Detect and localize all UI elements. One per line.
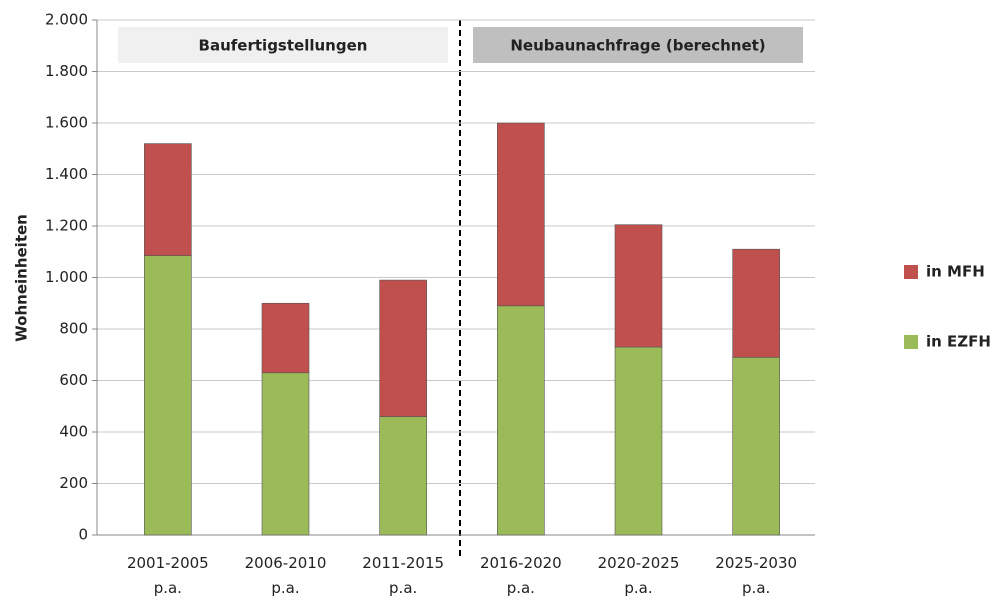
y-axis-label: Wohneinheiten bbox=[13, 214, 31, 342]
legend-label: in MFH bbox=[926, 263, 985, 281]
bar-segment bbox=[261, 372, 310, 536]
annotation-box bbox=[473, 27, 803, 63]
y-tick-label: 600 bbox=[59, 371, 88, 389]
annotation-box bbox=[118, 27, 448, 63]
x-tick-label: 2016-2020 p.a. bbox=[480, 554, 562, 597]
y-tick-label: 1.200 bbox=[45, 217, 88, 235]
bar-segment bbox=[144, 255, 192, 536]
legend-swatch bbox=[904, 335, 918, 349]
y-tick-label: 800 bbox=[59, 320, 88, 338]
x-tick-label: 2006-2010 p.a. bbox=[245, 554, 327, 597]
legend-swatch bbox=[904, 265, 918, 279]
y-tick-label: 200 bbox=[59, 474, 88, 492]
bar-segment bbox=[497, 305, 545, 536]
y-tick-label: 1.600 bbox=[45, 114, 88, 132]
y-tick-label: 0 bbox=[78, 526, 88, 544]
bar-segment bbox=[732, 357, 780, 536]
annotation: Neubaunachfrage (berechnet) bbox=[510, 37, 765, 55]
bar-segment bbox=[379, 279, 427, 417]
legend-label: in EZFH bbox=[926, 333, 991, 351]
bar-segment bbox=[144, 143, 192, 256]
bar-segment bbox=[497, 122, 545, 307]
x-tick-label: 2001-2005 p.a. bbox=[127, 554, 209, 597]
bar-segment bbox=[261, 302, 310, 374]
bar-segment bbox=[614, 224, 663, 348]
x-tick-label: 2011-2015 p.a. bbox=[362, 554, 444, 597]
bar-segment bbox=[614, 346, 663, 536]
y-tick-label: 1.000 bbox=[45, 268, 88, 286]
y-tick-label: 1.800 bbox=[45, 62, 88, 80]
bar-segment bbox=[732, 248, 780, 358]
x-tick-label: 2020-2025 p.a. bbox=[598, 554, 680, 597]
bar-segment bbox=[379, 416, 427, 536]
y-tick-label: 1.400 bbox=[45, 165, 88, 183]
y-tick-label: 2.000 bbox=[45, 11, 88, 29]
x-tick-label: 2025-2030 p.a. bbox=[715, 554, 797, 597]
y-tick-label: 400 bbox=[59, 423, 88, 441]
annotation: Baufertigstellungen bbox=[199, 37, 368, 55]
